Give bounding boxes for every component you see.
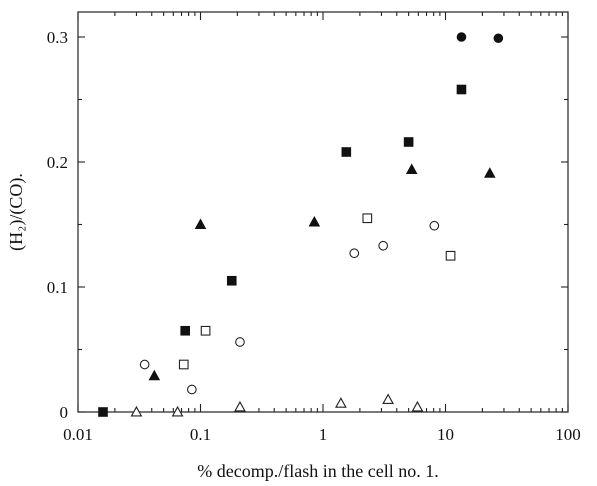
filled-square-point <box>341 147 352 157</box>
plot-area-border <box>77 11 569 413</box>
open-square-point <box>200 325 211 336</box>
open-circle-point <box>187 384 197 395</box>
filled-triangle-point <box>484 167 496 178</box>
y-tick-label: 0.1 <box>47 278 68 297</box>
open-circle-point <box>378 240 389 251</box>
y-tick-label: 0 <box>60 403 69 422</box>
filled-square-point <box>226 275 237 286</box>
open-triangle-point <box>234 400 246 412</box>
filled-square-point <box>403 137 414 147</box>
filled-circle-point <box>456 32 467 42</box>
open-circle-point <box>139 359 150 370</box>
open-triangle-point <box>335 397 347 408</box>
data-marks <box>98 32 504 417</box>
filled-triangle-point <box>308 216 321 227</box>
x-tick-label: 0.01 <box>63 425 93 444</box>
filled-square-point <box>98 407 108 417</box>
open-square-point <box>445 250 456 261</box>
open-circle-point <box>429 220 440 231</box>
axis-ticks: 0.01 0.1 1 10 100 0 0.1 0.2 0.3 <box>47 12 581 444</box>
filled-circle-point <box>493 33 504 44</box>
y-tick-label: 0.2 <box>47 153 68 172</box>
x-tick-label: 1 <box>319 425 328 444</box>
filled-triangle-point <box>405 163 418 174</box>
y-tick-label: 0.3 <box>47 28 68 47</box>
filled-square-point <box>456 84 467 95</box>
x-tick-label: 0.1 <box>190 425 211 444</box>
plot-frame <box>77 11 569 413</box>
open-triangle-point <box>411 400 424 412</box>
filled-square-point <box>180 325 190 336</box>
open-circle-point <box>349 248 360 259</box>
open-triangle-point <box>130 405 143 417</box>
open-triangle-point <box>171 405 184 417</box>
x-tick-label: 100 <box>555 425 581 444</box>
open-square-point <box>362 213 373 224</box>
filled-triangle-point <box>148 369 161 381</box>
y-axis-label: (H₂)/(CO). <box>6 173 27 251</box>
open-triangle-point <box>382 393 394 405</box>
open-square-point <box>178 359 189 370</box>
open-circle-point <box>235 337 245 347</box>
x-axis-label: % decomp./flash in the cell no. 1. <box>197 461 438 481</box>
filled-triangle-point <box>194 218 207 229</box>
x-tick-label: 10 <box>437 425 454 444</box>
